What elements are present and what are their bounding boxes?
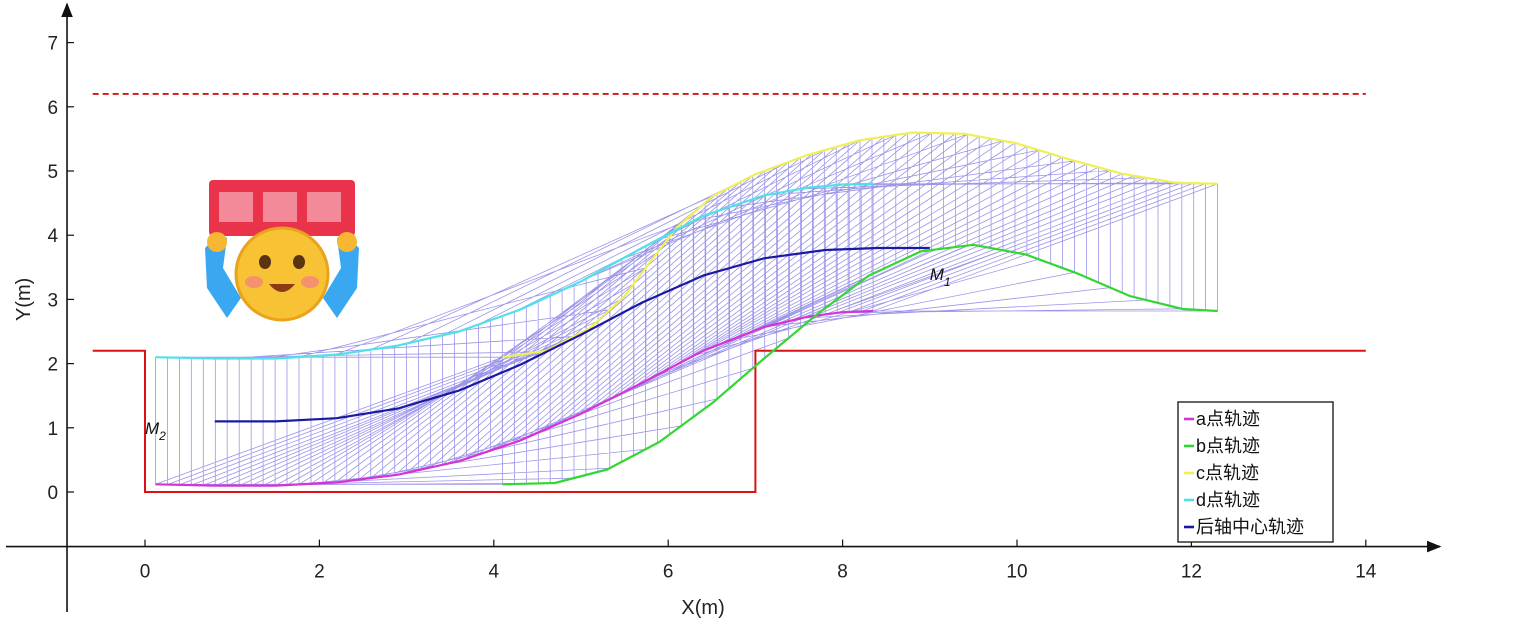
axes <box>6 2 1442 612</box>
cheering-emoji-sticker <box>205 180 359 322</box>
series-line-d <box>155 182 874 360</box>
legend-label-c: c点轨迹 <box>1196 463 1259 483</box>
y-tick-label: 5 <box>47 162 58 183</box>
x-axis-title: X(m) <box>681 597 724 619</box>
legend-label-d: d点轨迹 <box>1196 490 1260 510</box>
legend-label-center: 后轴中心轨迹 <box>1196 517 1304 537</box>
y-tick-label: 2 <box>47 355 58 376</box>
series-line-center <box>214 246 930 423</box>
x-tick-label: 12 <box>1181 562 1202 583</box>
x-tick-label: 4 <box>489 562 500 583</box>
y-tick-label: 3 <box>47 290 58 311</box>
series-line-c <box>502 131 1218 359</box>
road-boundary-line <box>92 349 1366 493</box>
y-tick-label: 0 <box>47 483 58 504</box>
legend-box <box>1177 401 1334 543</box>
series-line-b <box>502 243 1218 486</box>
x-tick-label: 0 <box>140 562 151 583</box>
y-tick-label: 4 <box>47 226 58 247</box>
vehicle-mesh-lines <box>155 132 1218 486</box>
x-tick-label: 6 <box>663 562 674 583</box>
series-line-a <box>155 309 874 487</box>
annotation-m1: M1 <box>930 265 951 289</box>
y-tick-label: 1 <box>47 419 58 440</box>
legend-label-b: b点轨迹 <box>1196 436 1260 456</box>
vehicle-outline-mesh <box>155 132 1218 486</box>
y-tick-label: 7 <box>47 34 58 55</box>
legend-label-a: a点轨迹 <box>1196 409 1260 429</box>
x-tick-label: 10 <box>1006 562 1027 583</box>
x-tick-label: 8 <box>837 562 848 583</box>
y-axis-title: Y(m) <box>13 278 35 321</box>
x-tick-label: 14 <box>1355 562 1377 583</box>
x-tick-label: 2 <box>314 562 325 583</box>
y-tick-label: 6 <box>47 98 58 119</box>
series-lines <box>92 93 1366 493</box>
